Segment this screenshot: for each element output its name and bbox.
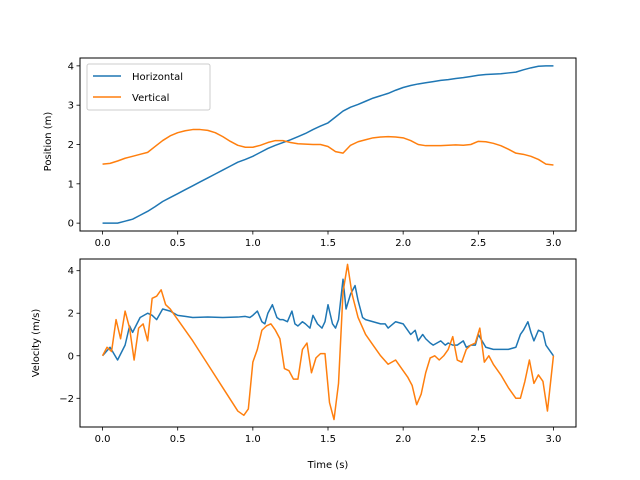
legend-label-vertical: Vertical bbox=[132, 93, 169, 104]
position-y-tick-label: 4 bbox=[68, 61, 74, 72]
velocity-series-layer bbox=[101, 263, 555, 421]
position-y-tick-label: 2 bbox=[68, 140, 74, 151]
velocity-x-tick-label: 0.0 bbox=[95, 434, 111, 445]
velocity-y-tick-label: 2 bbox=[68, 309, 74, 320]
velocity-x-ticks: 0.0 0.5 1.0 1.5 2.0 2.5 3.0 bbox=[95, 427, 562, 445]
position-y-tick-label: 0 bbox=[68, 219, 74, 230]
position-x-tick-label: 1.0 bbox=[245, 238, 261, 249]
position-y-tick-label: 1 bbox=[68, 179, 74, 190]
velocity-y-axis-label: Velocity (m/s) bbox=[31, 309, 42, 378]
velocity-series-vertical bbox=[101, 263, 555, 421]
velocity-y-ticks: −2 0 2 4 bbox=[59, 266, 80, 405]
velocity-y-tick-label: 0 bbox=[68, 351, 74, 362]
velocity-axes: 0.0 0.5 1.0 1.5 2.0 2.5 3.0 −2 0 2 4 Velocity (m/… bbox=[31, 258, 577, 471]
position-x-ticks: 0.0 0.5 1.0 1.5 2.0 2.5 3.0 bbox=[95, 231, 562, 249]
position-x-tick-label: 2.0 bbox=[395, 238, 411, 249]
velocity-x-tick-label: 3.0 bbox=[546, 434, 562, 445]
velocity-x-tick-label: 2.0 bbox=[395, 434, 411, 445]
position-x-tick-label: 2.5 bbox=[470, 238, 486, 249]
velocity-x-tick-label: 0.5 bbox=[170, 434, 186, 445]
position-y-ticks: 0 1 2 3 4 bbox=[68, 61, 80, 230]
position-x-tick-label: 1.5 bbox=[320, 238, 336, 249]
velocity-y-tick-label: −2 bbox=[59, 394, 74, 405]
velocity-y-tick-label: 4 bbox=[68, 266, 74, 277]
position-y-tick-label: 3 bbox=[68, 101, 74, 112]
velocity-x-tick-label: 1.0 bbox=[245, 434, 261, 445]
position-series-horizontal bbox=[102, 65, 554, 224]
position-x-tick-label: 3.0 bbox=[546, 238, 562, 249]
position-y-axis-label: Position (m) bbox=[43, 112, 54, 172]
legend-label-horizontal: Horizontal bbox=[132, 72, 183, 83]
velocity-x-tick-label: 2.5 bbox=[470, 434, 486, 445]
velocity-x-axis-label: Time (s) bbox=[307, 460, 349, 471]
position-series-layer bbox=[102, 65, 554, 224]
position-x-tick-label: 0.5 bbox=[170, 238, 186, 249]
position-series-vertical bbox=[102, 128, 554, 166]
legend: Horizontal Vertical bbox=[86, 63, 211, 111]
velocity-x-tick-label: 1.5 bbox=[320, 434, 336, 445]
position-x-tick-label: 0.0 bbox=[95, 238, 111, 249]
position-axes: 0.0 0.5 1.0 1.5 2.0 2.5 3.0 0 1 2 3 4 Position (m)… bbox=[43, 57, 577, 249]
